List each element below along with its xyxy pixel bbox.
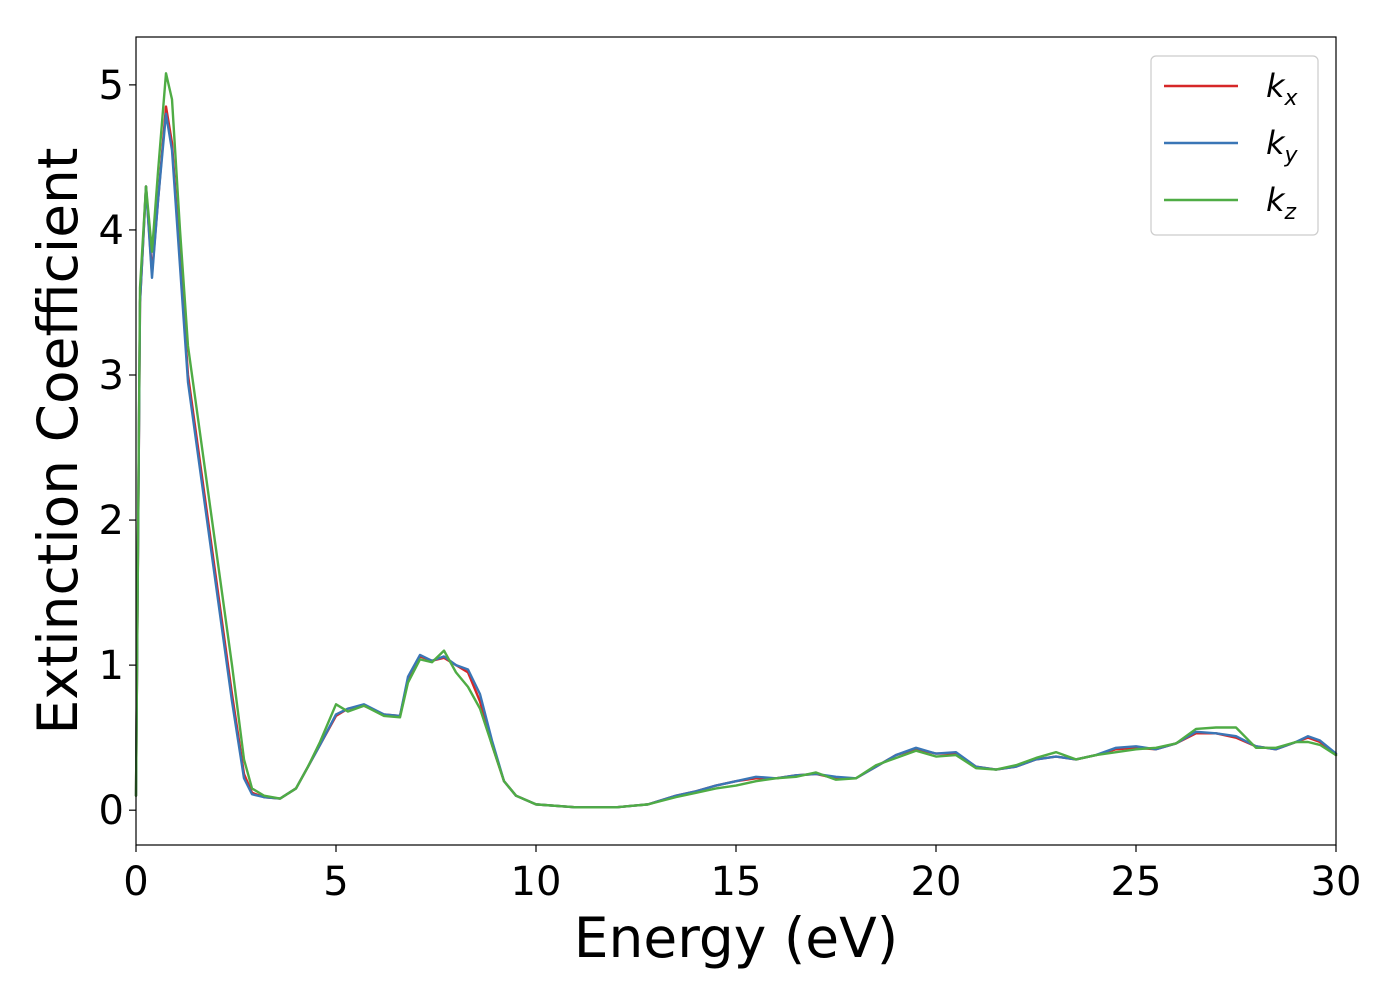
y-tick-label: 4 xyxy=(99,208,124,254)
x-tick-label: 15 xyxy=(711,859,762,905)
y-tick-label: 3 xyxy=(99,353,124,399)
x-tick-label: 0 xyxy=(123,859,148,905)
x-tick-label: 5 xyxy=(323,859,348,905)
y-tick-label: 1 xyxy=(99,643,124,689)
x-tick-label: 30 xyxy=(1311,859,1362,905)
x-tick-label: 20 xyxy=(911,859,962,905)
legend-box xyxy=(1150,55,1319,236)
y-axis: 0 1 2 3 4 5 xyxy=(99,63,136,834)
y-tick-label: 5 xyxy=(99,63,124,109)
x-tick-label: 10 xyxy=(511,859,562,905)
y-tick-label: 0 xyxy=(99,788,124,834)
y-axis-title: Extinction Coefficient xyxy=(26,148,90,735)
x-tick-label: 25 xyxy=(1111,859,1162,905)
y-tick-label: 2 xyxy=(99,498,124,544)
x-axis: 0 5 10 15 20 25 30 xyxy=(123,845,1361,905)
series-line-kz xyxy=(134,72,1338,809)
series-layer xyxy=(134,72,1338,809)
x-axis-title: Energy (eV) xyxy=(574,906,898,970)
